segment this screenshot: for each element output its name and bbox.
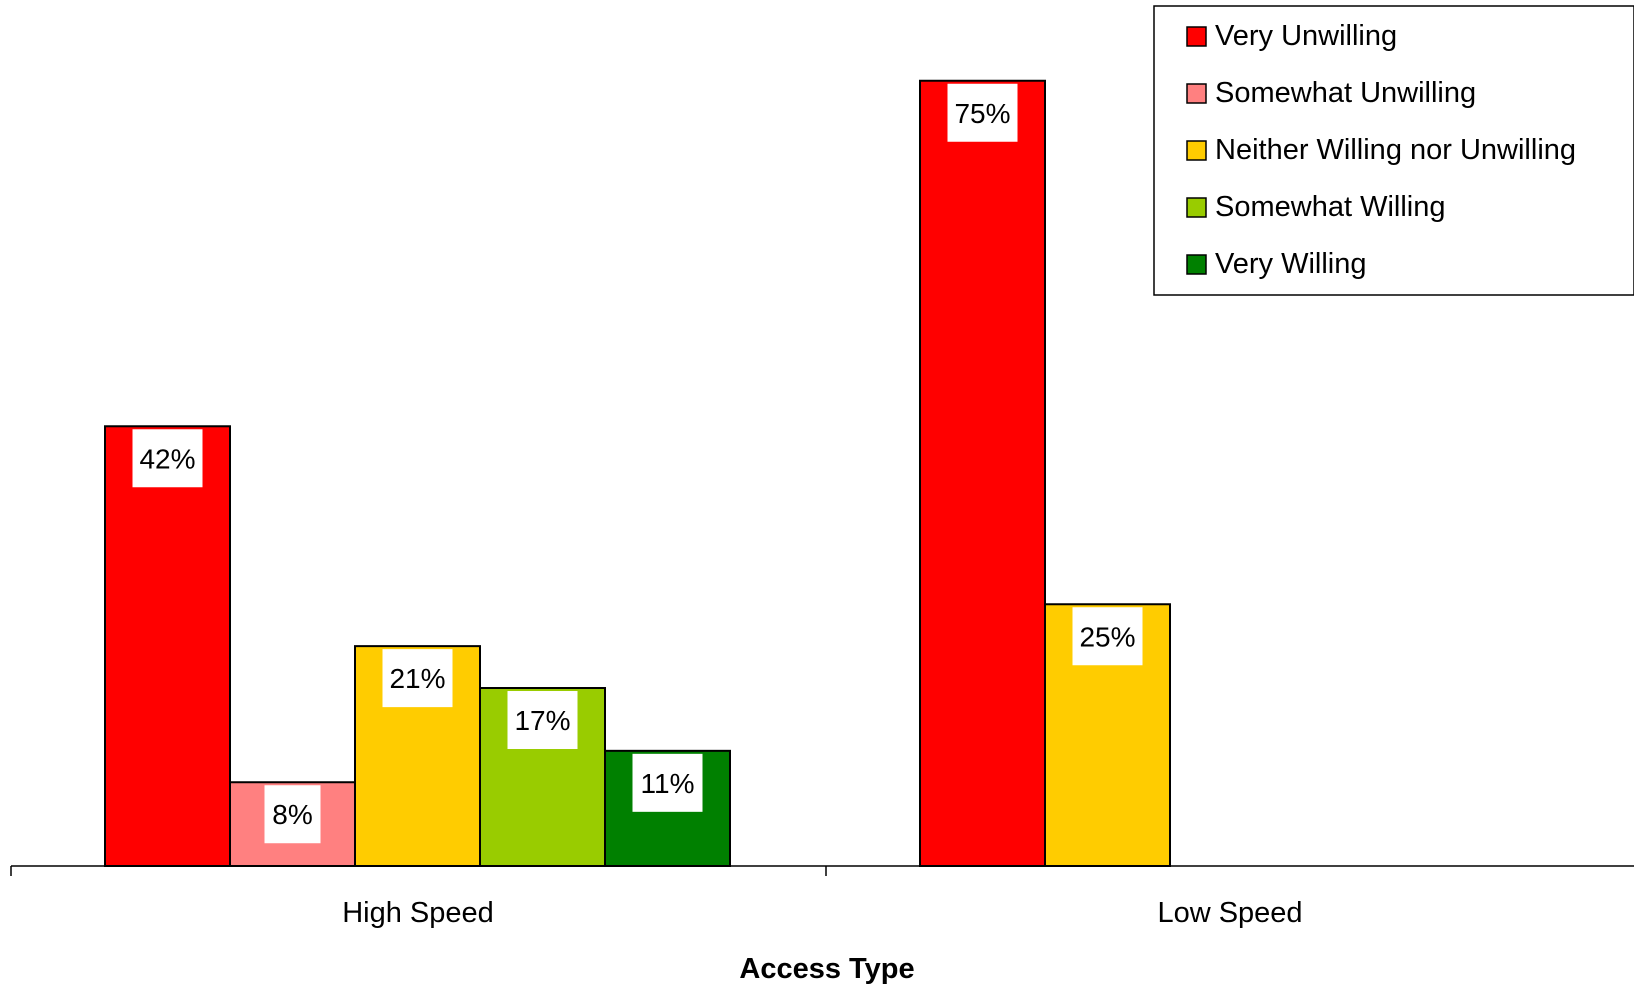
- data-label-box-low-speed-neither-willing-nor-unwilling: [1072, 607, 1143, 666]
- data-labels-layer: 42% 8% 21% 17% 11% 75% 25%: [132, 83, 1143, 844]
- data-label-high-speed-somewhat-unwilling: 8%: [272, 799, 312, 830]
- legend-label-very-willing: Very Willing: [1215, 248, 1367, 280]
- legend-swatch-very-willing: [1186, 254, 1207, 275]
- legend-swatch-neither-willing-nor-unwilling: [1186, 140, 1207, 161]
- legend-label-very-unwilling: Very Unwilling: [1215, 20, 1397, 52]
- data-label-box-high-speed-somewhat-unwilling: [264, 785, 321, 844]
- data-label-low-speed-neither-willing-nor-unwilling: 25%: [1079, 621, 1135, 652]
- data-label-box-high-speed-neither-willing-nor-unwilling: [382, 649, 453, 708]
- data-label-high-speed-somewhat-willing: 17%: [514, 705, 570, 736]
- legend-swatch-somewhat-unwilling: [1186, 83, 1207, 104]
- legend-swatch-somewhat-willing: [1186, 197, 1207, 218]
- legend-box: [1153, 5, 1634, 296]
- data-label-box-high-speed-somewhat-willing: [507, 691, 578, 750]
- x-tick-labels: High Speed Low Speed: [342, 897, 1302, 929]
- legend-swatch-very-unwilling: [1186, 26, 1207, 47]
- data-label-high-speed-very-willing: 11%: [641, 768, 695, 799]
- data-label-low-speed-very-unwilling: 75%: [954, 98, 1010, 129]
- bars-layer: [104, 79, 1171, 868]
- legend-label-somewhat-unwilling: Somewhat Unwilling: [1215, 77, 1476, 109]
- x-axis: [10, 865, 1634, 876]
- data-label-box-low-speed-very-unwilling: [947, 83, 1018, 142]
- legend-label-somewhat-willing: Somewhat Willing: [1215, 191, 1445, 223]
- bar-high-speed-very-unwilling: [104, 425, 231, 867]
- data-label-high-speed-very-unwilling: 42%: [139, 443, 195, 474]
- legend-label-neither-willing-nor-unwilling: Neither Willing nor Unwilling: [1215, 134, 1576, 166]
- data-label-high-speed-neither-willing-nor-unwilling: 21%: [389, 663, 445, 694]
- data-label-box-high-speed-very-unwilling: [132, 429, 203, 488]
- bar-low-speed-very-unwilling: [919, 79, 1046, 867]
- x-tick-label-low-speed: Low Speed: [1157, 897, 1302, 929]
- legend-items: Very Unwilling Somewhat Unwilling Neither …: [1186, 20, 1576, 280]
- legend: Very Unwilling Somewhat Unwilling Neither …: [1153, 5, 1634, 296]
- x-axis-title: Access Type: [739, 953, 914, 985]
- data-label-box-high-speed-very-willing: [632, 753, 703, 812]
- x-tick-label-high-speed: High Speed: [342, 897, 494, 929]
